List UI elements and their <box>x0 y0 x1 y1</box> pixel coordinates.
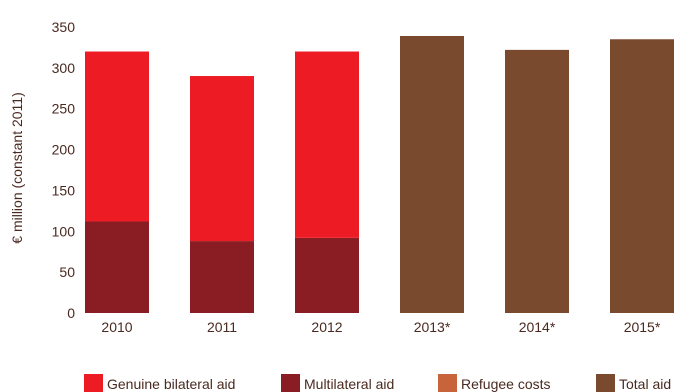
bar-multilateral-aid <box>190 241 254 313</box>
legend-swatch <box>438 374 457 392</box>
legend-swatch <box>596 374 615 392</box>
y-tick-label: 150 <box>52 182 76 198</box>
x-tick-label: 2015* <box>624 319 661 335</box>
legend-item: Total aid <box>596 374 671 392</box>
x-tick-label: 2014* <box>519 319 556 335</box>
y-axis-ticks: 0 50 100 150 200 250 300 350 <box>52 19 76 321</box>
y-tick-label: 300 <box>52 60 76 76</box>
bar-multilateral-aid <box>85 221 149 313</box>
x-tick-label: 2012 <box>311 319 342 335</box>
y-axis-label: € million (constant 2011) <box>9 92 25 243</box>
bar-multilateral-aid <box>295 237 359 313</box>
legend: Genuine bilateral aid Multilateral aid Ref… <box>84 374 671 392</box>
y-tick-label: 350 <box>52 19 76 35</box>
bar-genuine-bilateral-aid <box>190 76 254 242</box>
y-tick-label: 200 <box>52 142 76 158</box>
bar-total-aid <box>610 39 674 313</box>
legend-label: Total aid <box>619 376 671 392</box>
y-tick-label: 0 <box>67 305 75 321</box>
x-axis-ticks: 2010 2011 2012 2013* 2014* 2015* <box>101 319 660 335</box>
bar-total-aid <box>400 35 464 313</box>
y-tick-label: 50 <box>59 264 75 280</box>
bar-genuine-bilateral-aid <box>295 51 359 238</box>
legend-label: Multilateral aid <box>304 376 394 392</box>
legend-label: Refugee costs <box>461 376 551 392</box>
legend-item: Genuine bilateral aid <box>84 374 235 392</box>
bar-genuine-bilateral-aid <box>85 51 149 222</box>
bar-total-aid <box>505 49 569 313</box>
x-tick-label: 2013* <box>414 319 451 335</box>
legend-swatch <box>281 374 300 392</box>
legend-item: Refugee costs <box>438 374 551 392</box>
bars <box>85 35 674 313</box>
x-tick-label: 2010 <box>101 319 132 335</box>
legend-label: Genuine bilateral aid <box>107 376 235 392</box>
legend-swatch <box>84 374 103 392</box>
legend-item: Multilateral aid <box>281 374 394 392</box>
y-tick-label: 250 <box>52 101 76 117</box>
y-tick-label: 100 <box>52 223 76 239</box>
x-tick-label: 2011 <box>207 319 237 335</box>
